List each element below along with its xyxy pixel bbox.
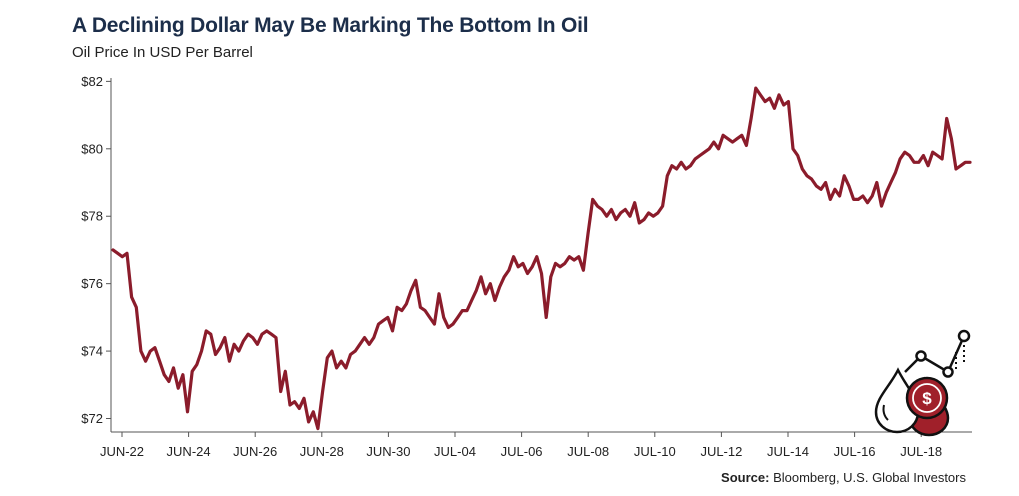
x-tick-label: JUN-22 [100, 444, 144, 459]
y-tick-label: $80 [81, 141, 103, 156]
x-tick-label: JUL-04 [434, 444, 476, 459]
chart-subtitle: Oil Price In USD Per Barrel [72, 44, 253, 61]
source-note: Source: Bloomberg, U.S. Global Investors [721, 470, 966, 485]
oil-drop-dollar-icon: $ [874, 329, 971, 437]
source-text: Bloomberg, U.S. Global Investors [773, 470, 966, 485]
x-tick-label: JUN-28 [300, 444, 344, 459]
svg-text:$: $ [922, 389, 932, 408]
x-axis-ticks: JUN-22 JUN-24 JUN-26 JUN-28 JUN-30 JUL-04 JUL-… [100, 432, 942, 459]
x-tick-label: JUN-30 [366, 444, 410, 459]
x-tick-label: JUL-14 [767, 444, 809, 459]
x-tick-label: JUL-18 [900, 444, 942, 459]
y-tick-label: $74 [81, 344, 103, 359]
y-axis-ticks: $72 $74 $76 $78 $80 $82 [81, 74, 111, 426]
x-tick-label: JUL-08 [567, 444, 609, 459]
chart-title: A Declining Dollar May Be Marking The Bo… [72, 14, 589, 37]
source-label: Source: [721, 470, 770, 485]
y-tick-label: $82 [81, 74, 103, 89]
x-tick-label: JUL-10 [634, 444, 676, 459]
oil-price-series-line [111, 86, 972, 431]
y-tick-label: $78 [81, 209, 103, 224]
x-tick-label: JUN-24 [167, 444, 211, 459]
x-tick-label: JUL-06 [501, 444, 543, 459]
y-tick-label: $76 [81, 276, 103, 291]
y-tick-label: $72 [81, 411, 103, 426]
x-tick-label: JUL-12 [700, 444, 742, 459]
x-tick-label: JUL-16 [834, 444, 876, 459]
x-tick-label: JUN-26 [233, 444, 277, 459]
